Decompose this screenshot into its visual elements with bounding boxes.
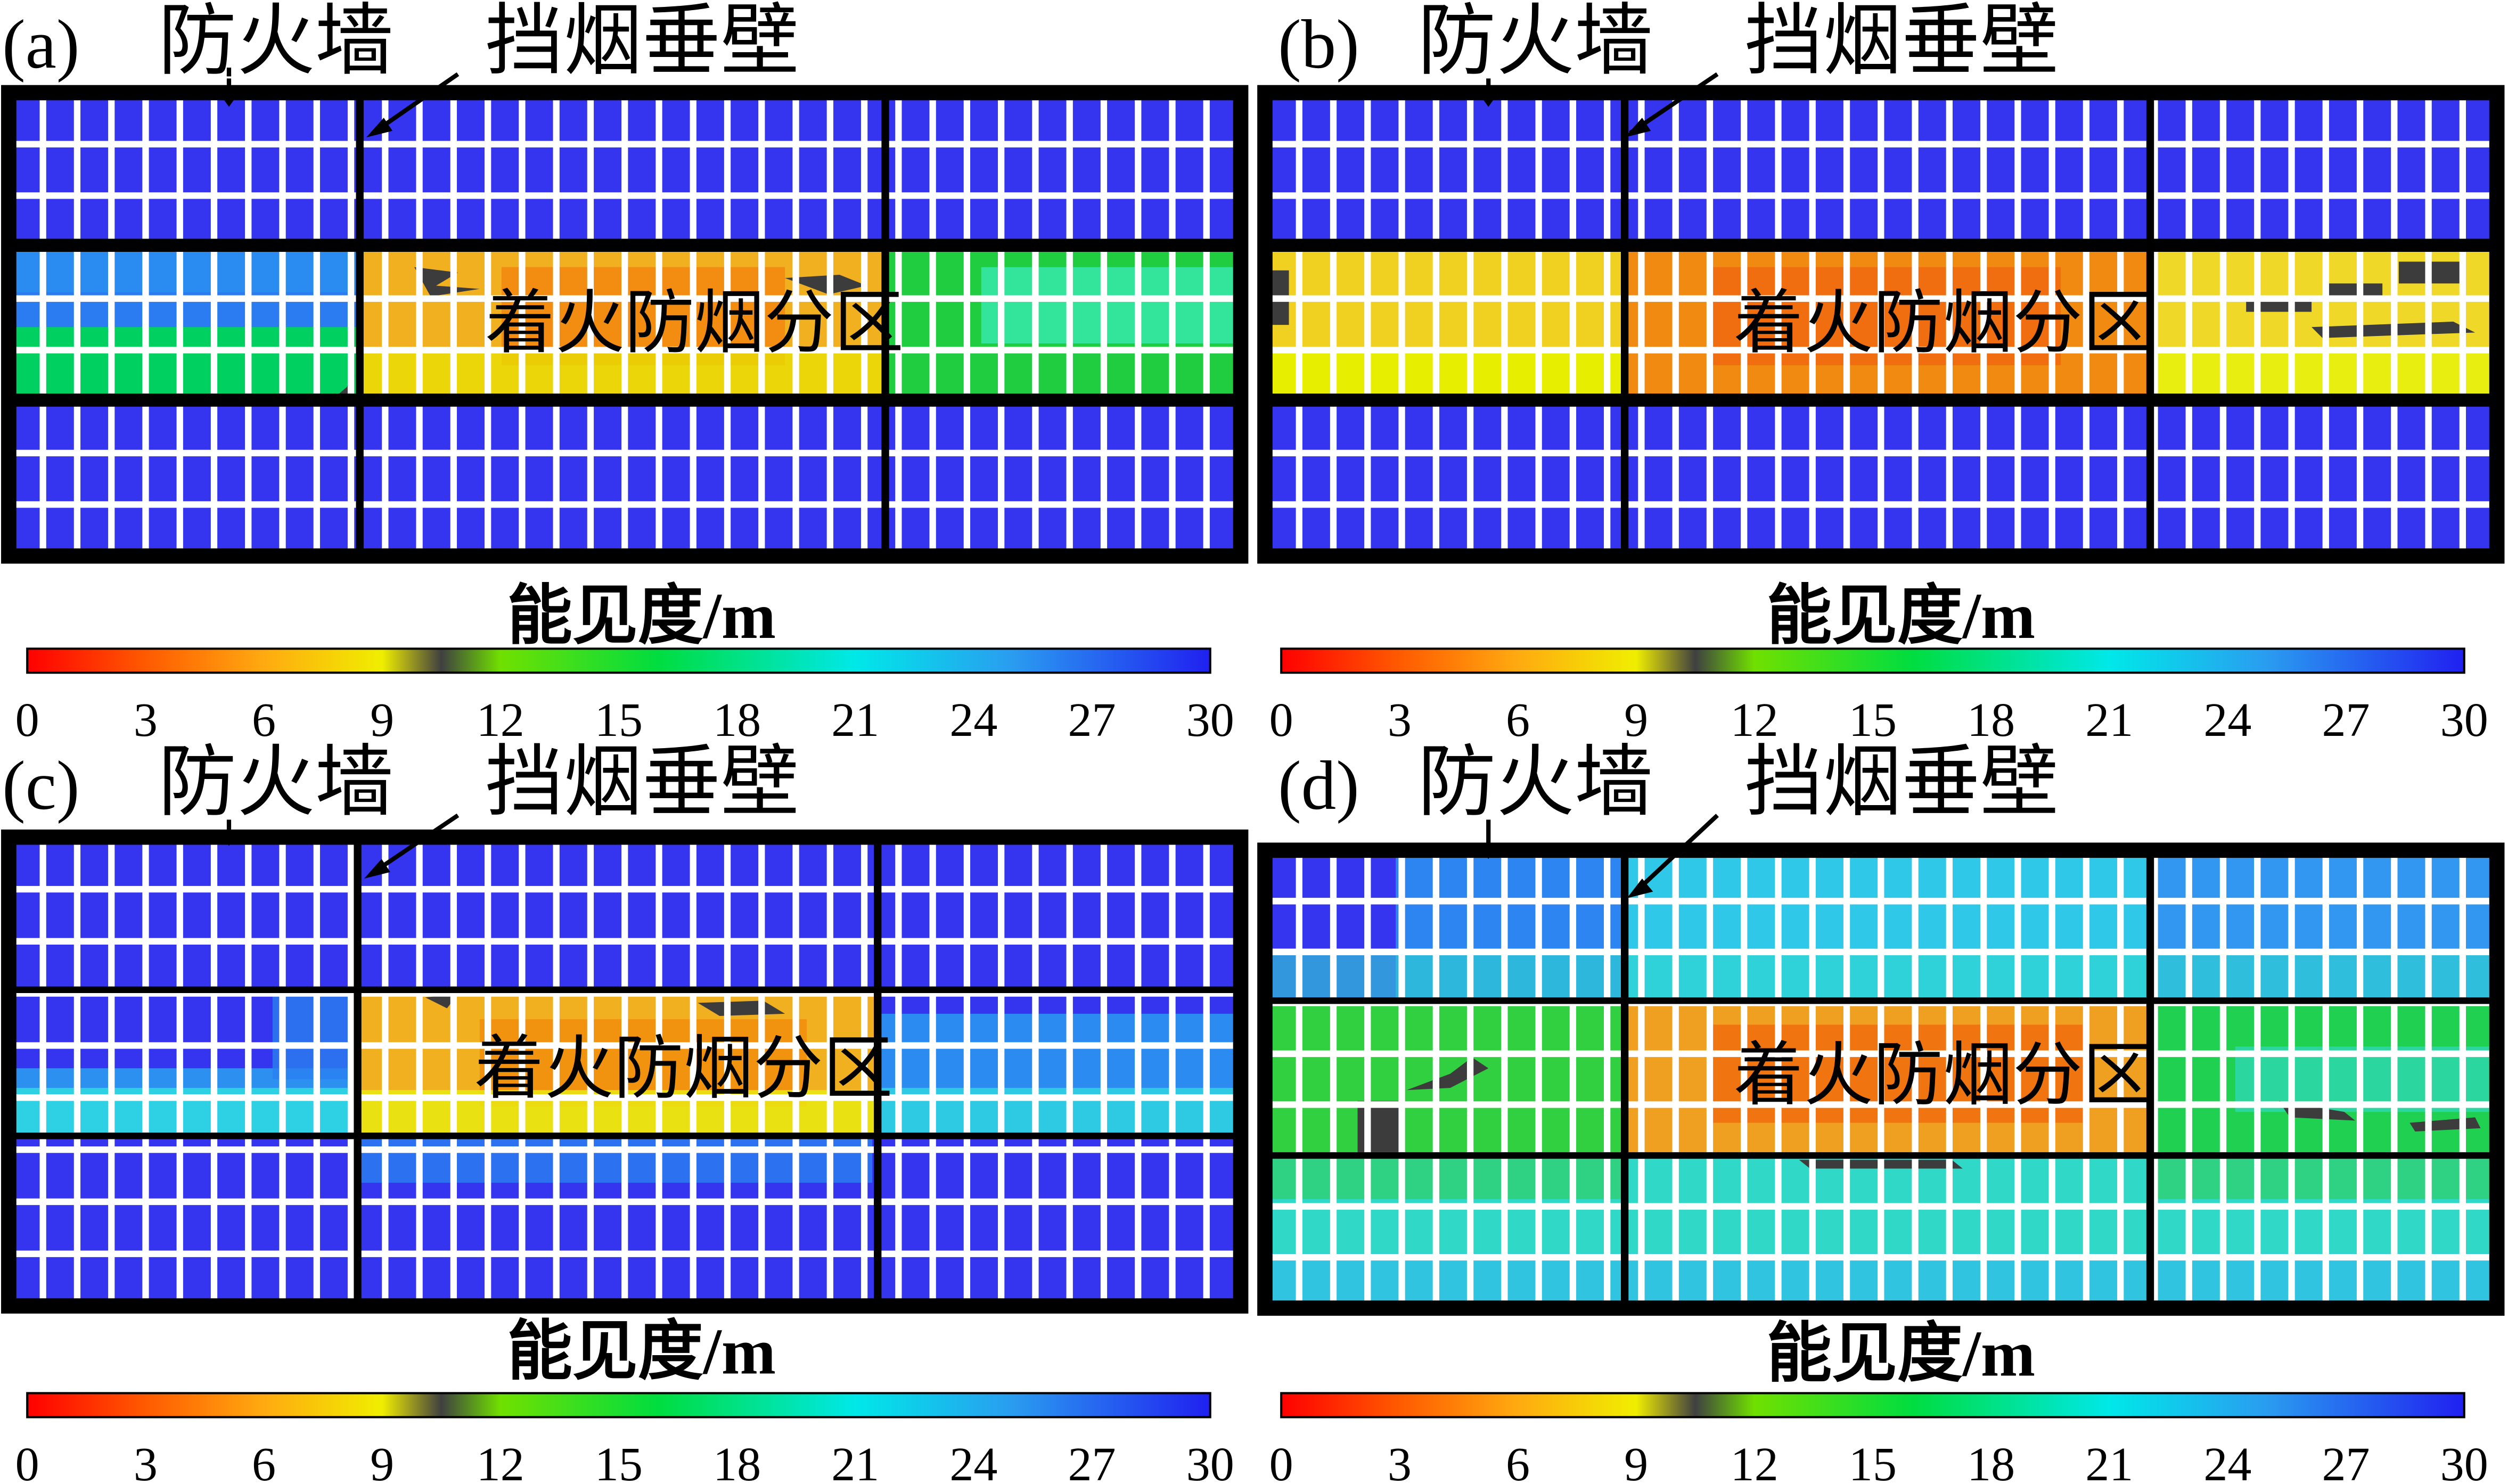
colorbar-tick-a-0: 0 [15, 694, 39, 741]
fire-zone-label-d: 着火防烟分区 [1734, 1037, 2152, 1114]
grid-lines-c [9, 837, 1241, 1306]
firewall-arrow-head [1477, 843, 1499, 859]
colorbar-d [1280, 1392, 2465, 1419]
firewall-arrow-head [1477, 91, 1499, 107]
colorbar-ticks-d: 0 3 6 9 12 15 18 21 24 27 30 [1269, 1438, 2488, 1482]
colorbar-tick-c-3: 9 [370, 1438, 394, 1482]
colorbar-tick-b-9: 27 [2322, 694, 2370, 741]
colorbar-tick-d-4: 12 [1730, 1438, 1778, 1482]
grid-lines-d [1265, 850, 2497, 1308]
colorbar-tick-c-6: 18 [713, 1438, 761, 1482]
colorbar-tick-c-8: 24 [949, 1438, 997, 1482]
firewall-label-b: 防火墙 [1417, 0, 1653, 85]
panel-d-label: (d) [1278, 747, 1359, 824]
building-frame-d [1257, 842, 2505, 1316]
curtain-label-c: 挡烟垂壁 [485, 741, 799, 826]
colorbar-tick-a-5: 15 [595, 694, 643, 741]
colorbar-tick-c-5: 15 [595, 1438, 643, 1482]
colorbar-tick-a-10: 30 [1186, 694, 1234, 741]
colorbar-a [26, 647, 1211, 674]
colorbar-tick-b-2: 6 [1506, 694, 1530, 741]
fire-zone-label-c: 着火防烟分区 [474, 1031, 893, 1108]
firewall-label-a: 防火墙 [158, 0, 394, 85]
panel-d-figure: (d) 防火墙 挡烟垂壁 [1257, 741, 2505, 1483]
colorbar-tick-c-2: 6 [252, 1438, 276, 1482]
colorbar-title-a: 能见度/m [507, 580, 776, 652]
colorbar-tick-b-5: 15 [1849, 694, 1897, 741]
panel-a-label: (a) [2, 6, 79, 83]
colorbar-ticks-c: 0 3 6 9 12 15 18 21 24 27 30 [15, 1438, 1234, 1482]
panel-a-figure: (a) 防火墙 挡烟垂壁 着火防烟分区 [1, 0, 1249, 741]
colorbar-tick-d-5: 15 [1849, 1438, 1897, 1482]
colorbar-tick-b-7: 21 [2085, 694, 2133, 741]
building-frame-b [1257, 85, 2505, 564]
colorbar-tick-d-10: 30 [2440, 1438, 2488, 1482]
colorbar-tick-c-0: 0 [15, 1438, 39, 1482]
colorbar-title-c: 能见度/m [507, 1316, 776, 1388]
colorbar-tick-d-3: 9 [1624, 1438, 1648, 1482]
panel-b-figure: (b) 防火墙 挡烟垂壁 着火防烟分区 [1257, 0, 2505, 741]
colorbar-tick-c-4: 12 [477, 1438, 524, 1482]
firewall-arrow-head [218, 831, 240, 846]
fire-zone-label-b: 着火防烟分区 [1734, 285, 2152, 362]
panel-b-label: (b) [1278, 6, 1359, 83]
colorbar-tick-a-1: 3 [134, 694, 158, 741]
colorbar-tick-d-7: 21 [2085, 1438, 2133, 1482]
colorbar-tick-b-6: 18 [1967, 694, 2015, 741]
panel-b: (b) 防火墙 挡烟垂壁 着火防烟分区 [1254, 0, 2508, 741]
colorbar-tick-c-10: 30 [1186, 1438, 1234, 1482]
colorbar-tick-a-9: 27 [1068, 694, 1116, 741]
panel-c-figure: (c) 防火墙 挡烟垂壁 着火防烟分区 [1, 741, 1249, 1483]
colorbar-c [26, 1392, 1211, 1419]
colorbar-tick-b-10: 30 [2440, 694, 2488, 741]
curtain-arrow-a [366, 72, 460, 137]
colorbar-tick-b-8: 24 [2203, 694, 2251, 741]
firewall-label-d: 防火墙 [1417, 741, 1653, 826]
curtain-label-a: 挡烟垂壁 [485, 0, 799, 85]
colorbar-ticks-b: 0 3 6 9 12 15 18 21 24 27 30 [1269, 694, 2488, 741]
panel-d: (d) 防火墙 挡烟垂壁 [1254, 741, 2508, 1483]
colorbar-title-d: 能见度/m [1766, 1318, 2035, 1390]
building-frame-c [1, 830, 1249, 1314]
colorbar-ticks-a: 0 3 6 9 12 15 18 21 24 27 30 [15, 694, 1234, 741]
colorbar-tick-d-9: 27 [2322, 1438, 2370, 1482]
colorbar-title-b: 能见度/m [1766, 580, 2035, 652]
colorbar-b [1280, 647, 2465, 674]
colorbar-tick-a-7: 21 [831, 694, 879, 741]
colorbar-tick-d-8: 24 [2203, 1438, 2251, 1482]
colorbar-tick-a-6: 18 [713, 694, 761, 741]
firewall-arrow-head [218, 91, 240, 107]
building-frame-a [1, 85, 1249, 564]
colorbar-tick-c-9: 27 [1068, 1438, 1116, 1482]
colorbar-tick-d-1: 3 [1387, 1438, 1411, 1482]
grid-lines-b [1265, 93, 2497, 556]
firewall-label-c: 防火墙 [158, 741, 394, 826]
panel-c-label: (c) [2, 747, 79, 824]
colorbar-tick-a-2: 6 [252, 694, 276, 741]
fire-zone-field-a [9, 248, 1241, 396]
fire-zone-label-a: 着火防烟分区 [485, 285, 904, 362]
curtain-arrow-b [1624, 72, 1719, 137]
colorbar-tick-b-4: 12 [1730, 694, 1778, 741]
colorbar-tick-b-3: 9 [1624, 694, 1648, 741]
colorbar-tick-d-2: 6 [1506, 1438, 1530, 1482]
curtain-label-d: 挡烟垂壁 [1744, 741, 2059, 826]
panel-c: (c) 防火墙 挡烟垂壁 着火防烟分区 [0, 741, 1254, 1483]
curtain-arrow-c [364, 814, 460, 879]
colorbar-tick-b-1: 3 [1387, 694, 1411, 741]
curtain-label-b: 挡烟垂壁 [1744, 0, 2059, 85]
colorbar-tick-d-0: 0 [1269, 1438, 1293, 1482]
colorbar-tick-a-4: 12 [477, 694, 524, 741]
colorbar-tick-a-8: 24 [949, 694, 997, 741]
colorbar-tick-a-3: 9 [370, 694, 394, 741]
colorbar-tick-d-6: 18 [1967, 1438, 2015, 1482]
colorbar-tick-b-0: 0 [1269, 694, 1293, 741]
colorbar-tick-c-7: 21 [831, 1438, 879, 1482]
panel-a: (a) 防火墙 挡烟垂壁 着火防烟分区 [0, 0, 1254, 741]
colorbar-tick-c-1: 3 [134, 1438, 158, 1482]
